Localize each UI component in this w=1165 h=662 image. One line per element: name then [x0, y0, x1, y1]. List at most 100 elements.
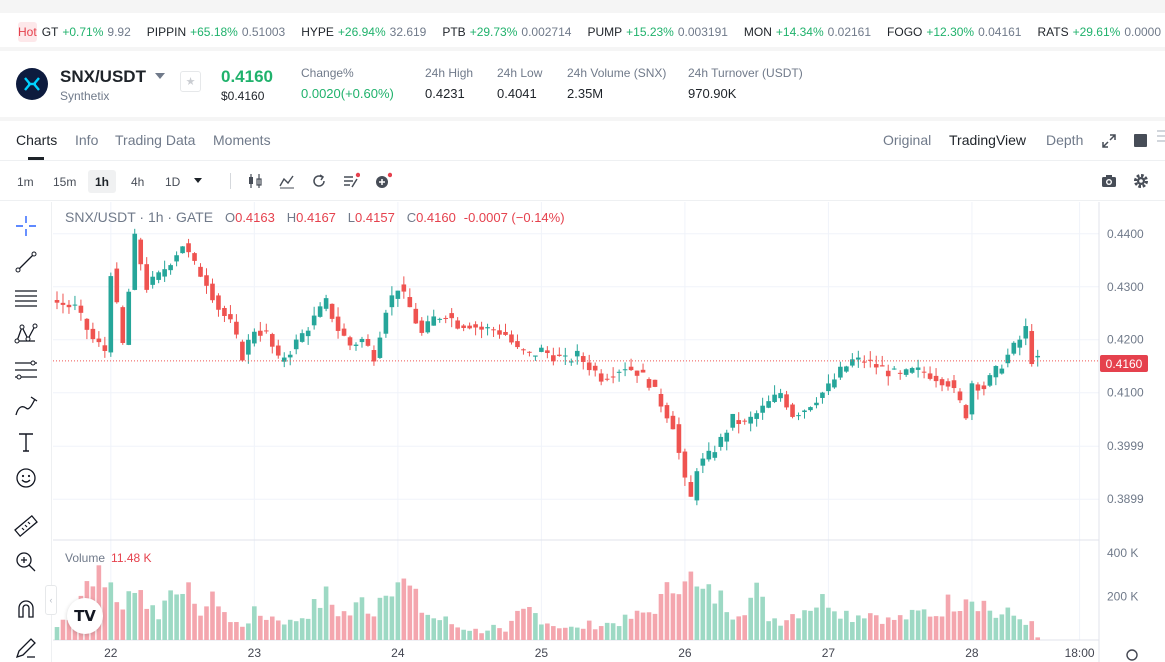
tab-charts[interactable]: Charts: [16, 132, 58, 148]
interval-1m[interactable]: 1m: [17, 174, 34, 189]
ticker-list: GT +0.71% 9.92 PIPPIN +65.18% 0.51003 HYPE +26.…: [37, 25, 1165, 39]
candle-body: [431, 316, 437, 326]
ticker-item-pump[interactable]: PUMP +15.23% 0.003191: [587, 25, 738, 39]
zoom-tool-icon[interactable]: [12, 548, 40, 576]
volume-bar: [264, 619, 269, 640]
crosshair-tool-icon[interactable]: [12, 212, 40, 240]
candle-body: [598, 373, 604, 382]
active-tab-indicator: [28, 157, 44, 160]
tab-original[interactable]: Original: [883, 132, 932, 148]
candle-body: [192, 253, 197, 261]
ticker-item-fogo[interactable]: FOGO +12.30% 0.04161: [887, 25, 1032, 39]
ruler-tool-icon[interactable]: [12, 512, 40, 540]
magnet-tool-icon[interactable]: [12, 596, 40, 624]
hot-badge[interactable]: Hot: [18, 22, 37, 42]
menu-lines-icon[interactable]: [1156, 129, 1165, 143]
ticker-symbol: GT: [41, 25, 59, 39]
volume-bar: [144, 608, 149, 640]
indicators-icon[interactable]: [278, 172, 296, 190]
candle-body: [126, 291, 132, 345]
candle-body: [867, 359, 873, 361]
tab-depth[interactable]: Depth: [1046, 132, 1084, 148]
tab-info[interactable]: Info: [75, 132, 99, 148]
ticker-item-pippin[interactable]: PIPPIN +65.18% 0.51003: [147, 25, 296, 39]
layout-square-icon[interactable]: [1134, 134, 1147, 147]
brush-tool-icon[interactable]: [12, 392, 40, 420]
volume-bar: [742, 615, 747, 640]
candle-body: [706, 450, 712, 460]
favorite-star-icon[interactable]: ★: [180, 71, 201, 92]
candle-body: [879, 365, 885, 367]
pair-title[interactable]: SNX/USDT: [60, 67, 146, 86]
pair-dropdown-caret-icon[interactable]: [155, 73, 165, 79]
candle-body: [730, 413, 736, 428]
interval-1d[interactable]: 1D: [165, 174, 181, 189]
settings-gear-icon[interactable]: [1132, 172, 1150, 190]
candle-body: [114, 268, 120, 303]
candle-body: [850, 359, 855, 366]
emoji-tool-icon[interactable]: [12, 464, 40, 492]
ticker-price: 0.02161: [827, 25, 872, 39]
collapse-toolbar-chevron-icon[interactable]: ‹: [45, 585, 57, 615]
volume-bar: [479, 633, 484, 640]
ticker-item-rats[interactable]: RATS +29.61% 0.0000: [1037, 25, 1165, 39]
candle-body: [287, 354, 293, 358]
candle-body: [461, 325, 466, 329]
candle-body: [903, 369, 909, 375]
text-tool-icon[interactable]: [12, 428, 40, 456]
interval-dropdown-caret-icon[interactable]: [194, 178, 202, 183]
candle-body: [377, 337, 383, 358]
add-indicator-icon[interactable]: [374, 172, 392, 190]
legend-close-label: C: [406, 210, 417, 225]
volume-bar: [598, 626, 604, 640]
candle-body: [616, 371, 622, 373]
volume-bar: [275, 620, 281, 640]
ticker-item-mon[interactable]: MON +14.34% 0.02161: [744, 25, 882, 39]
interval-4h[interactable]: 4h: [131, 174, 145, 189]
interval-15m[interactable]: 15m: [53, 174, 77, 189]
volume-axis-label: 400 K: [1107, 546, 1138, 560]
volume-bar: [628, 618, 634, 640]
horizontal-lines-tool-icon[interactable]: [12, 284, 40, 312]
timezone-settings-icon[interactable]: [1126, 649, 1138, 661]
stat-value: 0.4231: [425, 86, 465, 101]
fib-tool-icon[interactable]: [12, 356, 40, 384]
price-axis-label: 0.4400: [1107, 227, 1144, 241]
candle-body: [640, 369, 646, 373]
ticker-item-ptb[interactable]: PTB +29.73% 0.002714: [442, 25, 582, 39]
pattern-tool-icon[interactable]: [12, 320, 40, 348]
fullscreen-icon[interactable]: [1102, 134, 1116, 148]
lock-drawing-tool-icon[interactable]: [12, 634, 40, 662]
volume-bar: [473, 628, 478, 640]
candle-body: [90, 328, 96, 340]
volume-bar: [706, 584, 712, 640]
chart-legend: SNX/USDT · 1h · GATE O0.4163 H0.4167 L0.…: [65, 209, 565, 225]
interval-1h[interactable]: 1h: [88, 170, 117, 193]
legend-low-label: L: [347, 210, 356, 225]
volume-bar: [634, 610, 640, 640]
candle-type-icon[interactable]: [246, 172, 264, 190]
volume-bar: [401, 578, 407, 640]
candlestick-chart[interactable]: 0.4400 0.4300 0.4200 0.4100 0.3999 0.3899 400 …: [53, 202, 1165, 662]
volume-bar: [299, 618, 305, 640]
candle-body: [682, 451, 688, 478]
tab-moments[interactable]: Moments: [213, 132, 271, 148]
tab-tradingview[interactable]: TradingView: [949, 132, 1027, 148]
volume-bar: [772, 618, 777, 640]
ticker-item-hype[interactable]: HYPE +26.94% 32.619: [301, 25, 437, 39]
volume-bar: [353, 602, 359, 640]
volume-bar: [293, 621, 299, 640]
volume-bar: [951, 611, 957, 640]
candle-body: [72, 304, 78, 306]
volume-bar: [96, 565, 102, 640]
camera-icon[interactable]: [1100, 172, 1118, 190]
candle-body: [652, 379, 658, 387]
trendline-tool-icon[interactable]: [12, 248, 40, 276]
tab-trading-data[interactable]: Trading Data: [115, 132, 196, 148]
replay-icon[interactable]: [310, 172, 328, 190]
volume-bar: [383, 595, 389, 640]
templates-icon[interactable]: [342, 172, 360, 190]
volume-bar: [66, 619, 72, 640]
ticker-item-gt[interactable]: GT +0.71% 9.92: [42, 25, 142, 39]
volume-bar: [610, 623, 616, 640]
